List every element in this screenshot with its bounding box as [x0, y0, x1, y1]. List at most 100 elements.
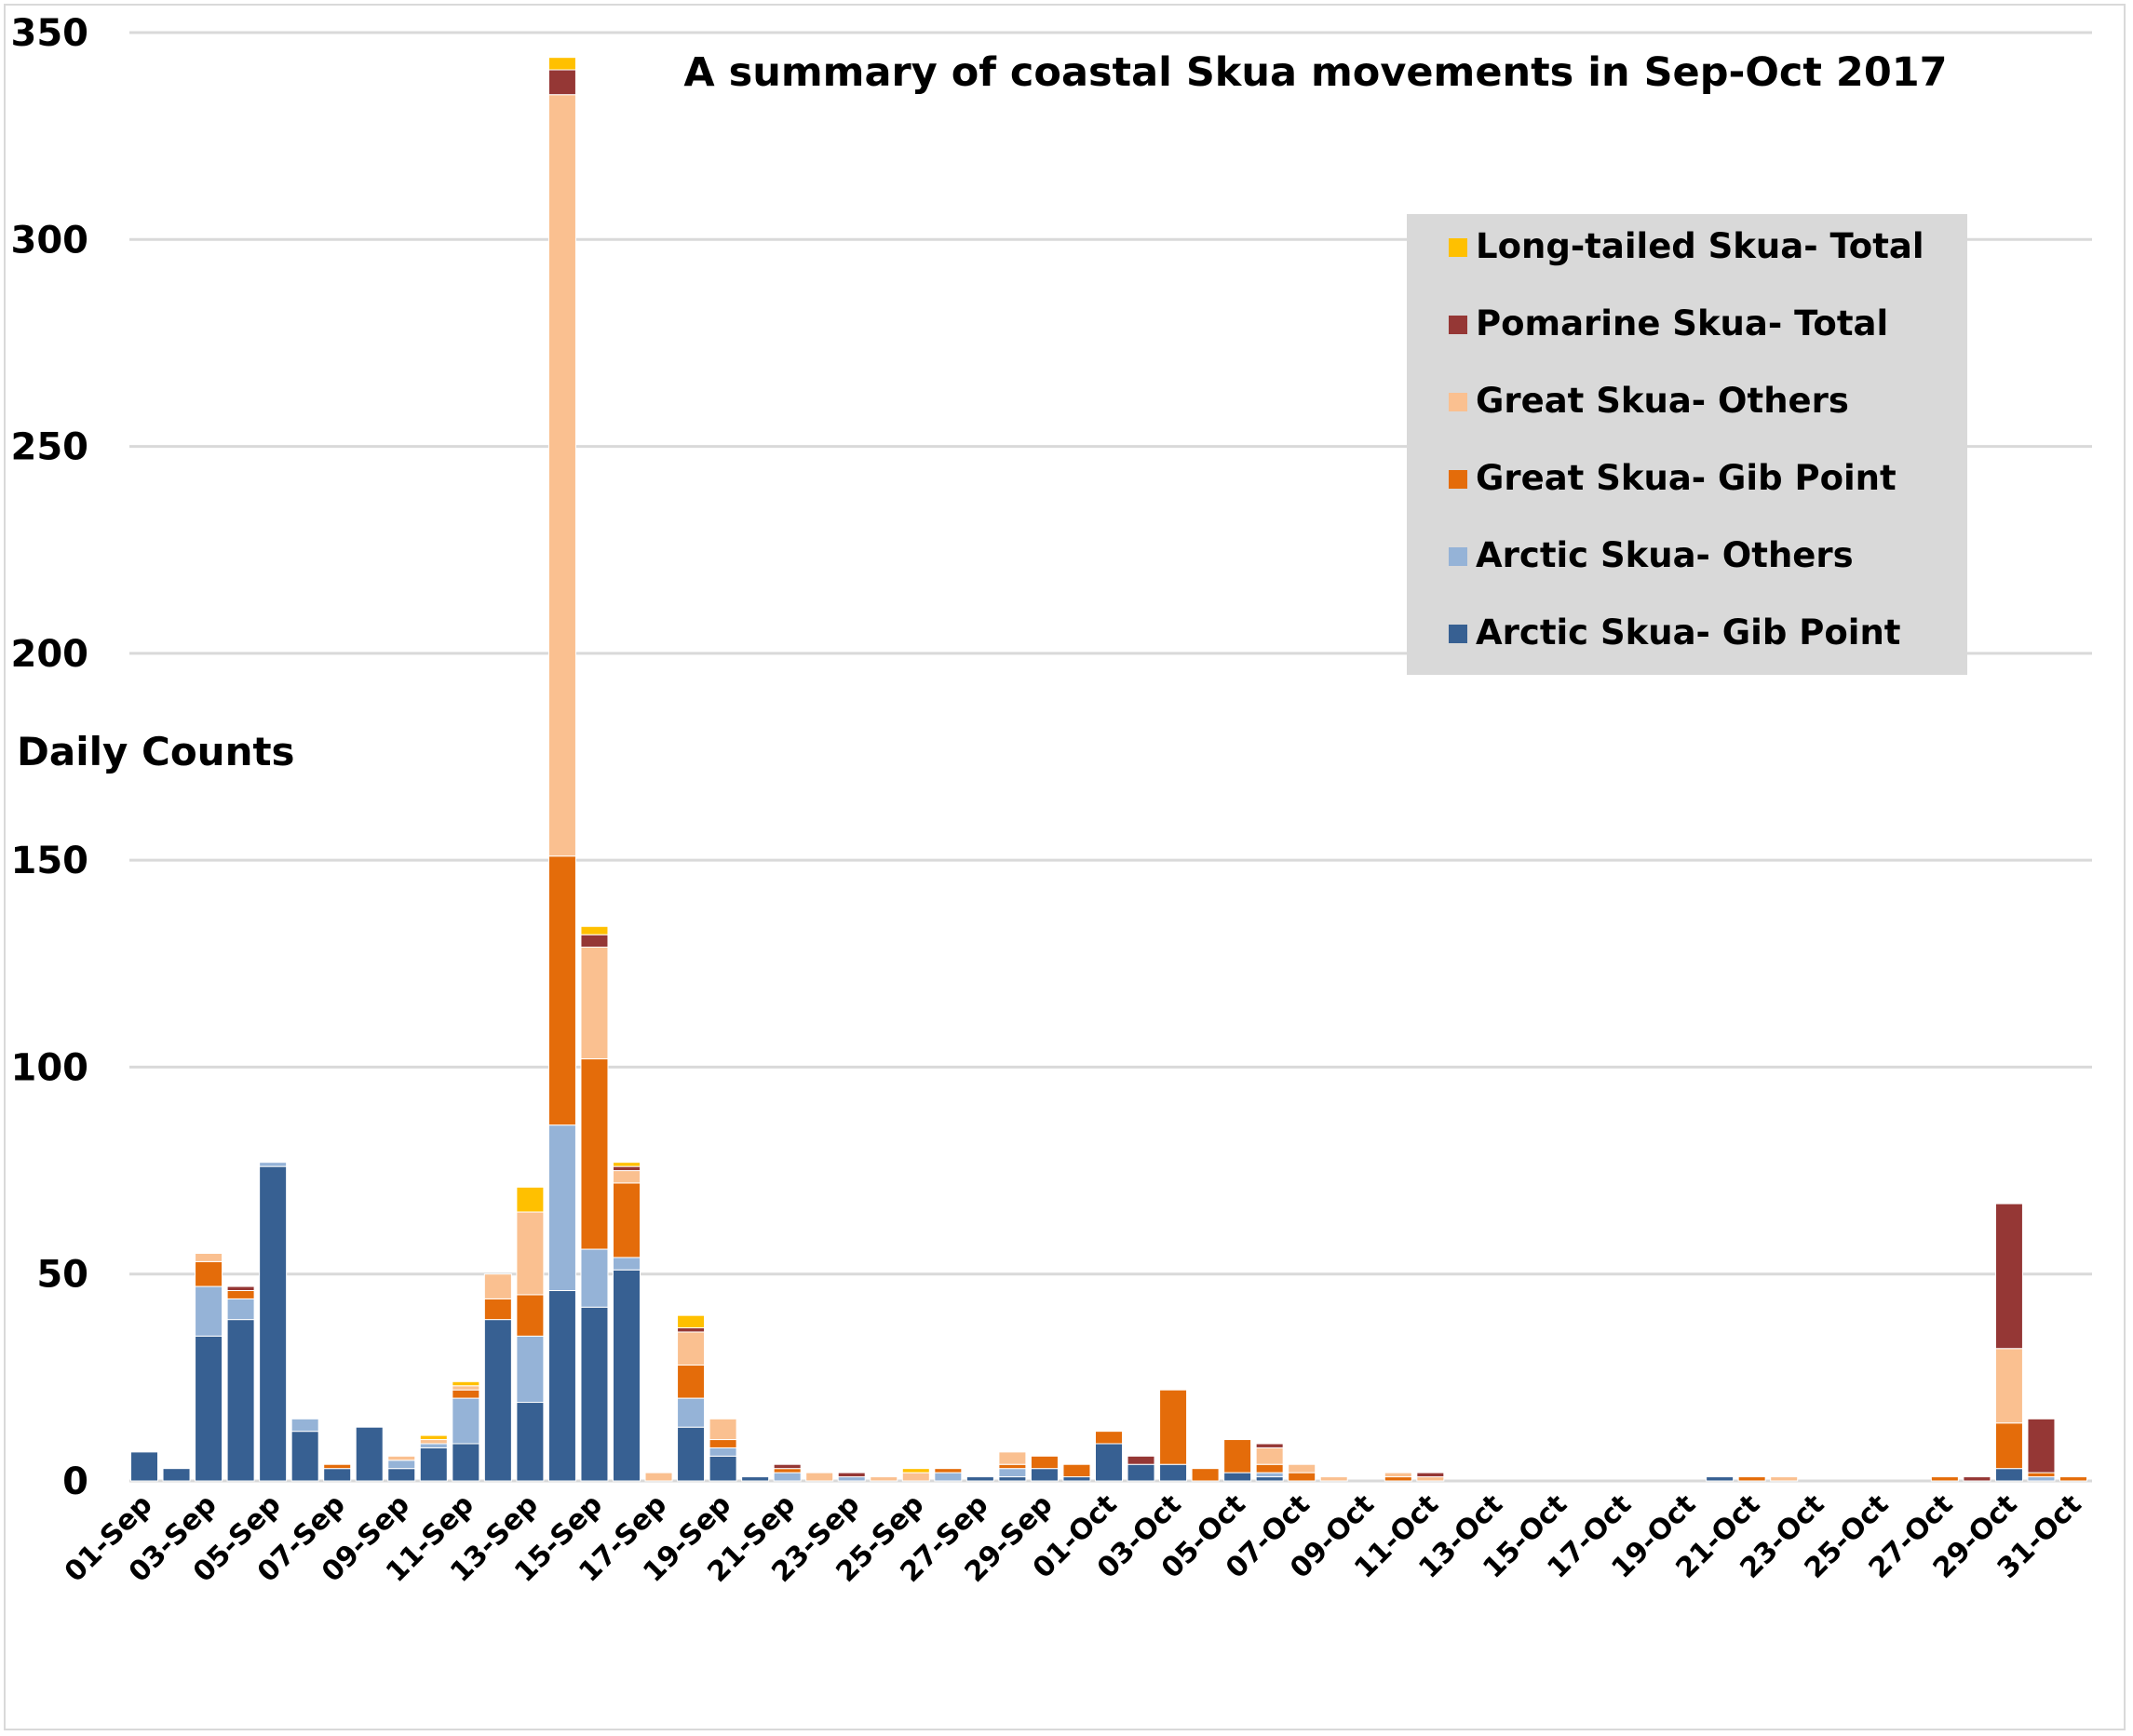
bar-segment: [580, 925, 609, 935]
bar-segment: [1963, 1476, 1991, 1482]
bar-segment: [1095, 1431, 1123, 1445]
bar-segment: [1994, 1422, 2023, 1470]
bar-segment: [1095, 1443, 1123, 1482]
bar-segment: [677, 1426, 706, 1482]
bar-segment: [1930, 1476, 1959, 1482]
bar-segment: [2027, 1476, 2056, 1482]
bar-segment: [709, 1439, 737, 1448]
bar-segment: [226, 1319, 255, 1482]
bar-segment: [259, 1165, 288, 1482]
bar-segment: [1255, 1476, 1284, 1482]
legend-label: Arctic Skua- Gib Point: [1476, 612, 1900, 653]
bar-segment: [483, 1319, 512, 1482]
bar-segment: [226, 1289, 255, 1299]
bar-segment: [516, 1186, 545, 1213]
legend-swatch: [1449, 238, 1467, 257]
y-tick-label: 150: [11, 840, 89, 882]
bar-segment: [1191, 1468, 1220, 1482]
bar-segment: [580, 1248, 609, 1308]
bar-segment: [547, 94, 576, 857]
bar-segment: [1255, 1447, 1284, 1465]
bar-segment: [677, 1314, 706, 1329]
bar-segment: [387, 1455, 416, 1461]
bar-segment: [1288, 1472, 1316, 1482]
bar-segment: [901, 1468, 930, 1474]
bar-segment: [1770, 1476, 1799, 1482]
bar-segment: [419, 1447, 448, 1482]
bar-segment: [195, 1285, 223, 1337]
bar-segment: [226, 1298, 255, 1321]
legend-background: [1407, 214, 1967, 675]
bar-segment: [613, 1257, 641, 1271]
y-tick-label: 350: [11, 12, 89, 55]
bar-segment: [130, 1451, 158, 1482]
legend-label: Arctic Skua- Others: [1476, 535, 1854, 575]
y-tick-label: 0: [62, 1460, 88, 1503]
bar-segment: [547, 1124, 576, 1291]
bar-segment: [1416, 1476, 1445, 1482]
bar-segment: [613, 1170, 641, 1184]
bar-segment: [387, 1468, 416, 1482]
x-axis-ticks: 01-Sep03-Sep05-Sep07-Sep09-Sep11-Sep13-S…: [59, 1488, 2088, 1589]
bar-segment: [1223, 1439, 1252, 1474]
bar-segment: [1288, 1463, 1316, 1474]
bar-segment: [547, 855, 576, 1126]
bar-segment: [1994, 1203, 2023, 1350]
bar-segment: [1255, 1472, 1284, 1478]
bar-segment: [773, 1472, 802, 1482]
bar-segment: [677, 1327, 706, 1333]
y-tick-label: 100: [11, 1046, 89, 1089]
bar-segment: [516, 1294, 545, 1337]
bar-segment: [1127, 1463, 1155, 1482]
bar-segment: [1223, 1472, 1252, 1482]
bar-segment: [837, 1476, 866, 1482]
bar-segment: [1737, 1476, 1766, 1482]
bar-segment: [195, 1252, 223, 1262]
bar-segment: [419, 1443, 448, 1448]
bar-segment: [580, 1058, 609, 1250]
bar-segment: [1159, 1389, 1188, 1465]
bar-segment: [709, 1447, 737, 1457]
bar-segment: [1994, 1468, 2023, 1482]
bar-segment: [1127, 1455, 1155, 1465]
bar-segment: [452, 1385, 480, 1391]
bar-segment: [677, 1331, 706, 1366]
bar-segment: [677, 1397, 706, 1428]
bar-segment: [323, 1468, 352, 1482]
bar-segment: [613, 1269, 641, 1482]
bar-segment: [709, 1418, 737, 1441]
bar-segment: [998, 1463, 1027, 1470]
legend-swatch: [1449, 393, 1467, 411]
chart-frame: [4, 4, 2126, 1730]
bar-segment: [2027, 1472, 2056, 1478]
bar-segment: [965, 1476, 994, 1482]
legend: Long-tailed Skua- Total Pomarine Skua- To…: [1407, 214, 1967, 675]
bar-segment: [805, 1472, 834, 1482]
legend-label: Great Skua- Others: [1476, 381, 1849, 421]
bar-segment: [452, 1380, 480, 1387]
bars: [130, 57, 2087, 1482]
bar-segment: [934, 1472, 963, 1482]
bar-segment: [998, 1476, 1027, 1482]
bar-segment: [162, 1468, 191, 1482]
bar-segment: [1384, 1472, 1412, 1478]
bar-segment: [613, 1162, 641, 1167]
bar-segment: [516, 1211, 545, 1296]
bar-segment: [483, 1273, 512, 1299]
bar-segment: [773, 1463, 802, 1470]
bar-segment: [195, 1335, 223, 1482]
bar-segment: [419, 1434, 448, 1441]
bar-segment: [837, 1472, 866, 1478]
y-axis-ticks: 0 50 100 150 200 250 300 350: [11, 12, 89, 1503]
bar-segment: [323, 1463, 352, 1470]
bar-segment: [290, 1431, 319, 1482]
bar-segment: [1416, 1472, 1445, 1478]
bar-segment: [644, 1472, 673, 1482]
bar-segment: [452, 1397, 480, 1445]
bar-segment: [387, 1460, 416, 1470]
legend-swatch: [1449, 316, 1467, 334]
y-axis-label: Daily Counts: [17, 729, 295, 774]
bar-segment: [1255, 1443, 1284, 1448]
bar-segment: [1706, 1476, 1735, 1482]
